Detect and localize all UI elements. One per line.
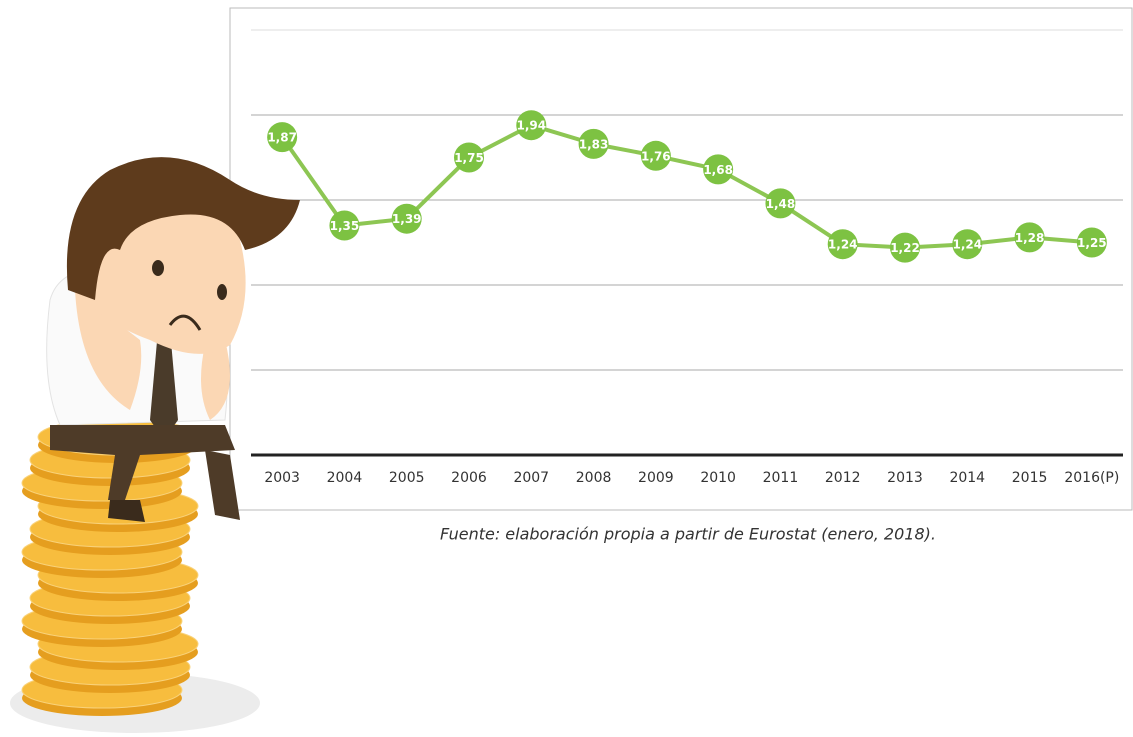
x-tick-label: 2009 (638, 470, 674, 486)
data-point (890, 232, 920, 263)
data-point (516, 110, 547, 141)
value-label: 1,24 (952, 238, 982, 252)
x-tick-label: 2012 (825, 470, 861, 486)
value-label: 1,24 (828, 238, 858, 252)
data-point (1076, 227, 1107, 258)
plot-area: 2003 2004 2005 2006 2007 2008 2009 2010 2011 2012… (251, 29, 1123, 486)
data-point (765, 188, 796, 219)
value-label: 1,39 (392, 212, 422, 226)
shoe (108, 500, 145, 522)
x-tick-label: 2015 (1012, 470, 1048, 486)
x-tick-label: 2007 (513, 470, 549, 486)
x-tick-label: 2006 (451, 470, 487, 486)
tie (150, 330, 178, 440)
data-point (391, 203, 422, 234)
x-tick-label: 2004 (327, 470, 363, 486)
data-point (952, 229, 983, 260)
value-label: 1,83 (579, 137, 609, 151)
arm (75, 290, 142, 410)
arm (201, 340, 230, 420)
x-tick-label: 2010 (700, 470, 736, 486)
mouth (168, 314, 202, 331)
value-label: 1,22 (890, 241, 920, 255)
x-tick-label: 2014 (949, 470, 985, 486)
data-point (1014, 222, 1045, 253)
leg (205, 450, 240, 520)
x-tick-label: 2013 (887, 470, 923, 486)
data-point (703, 154, 734, 185)
value-label: 1,68 (703, 163, 733, 177)
source-caption: Fuente: elaboración propia a partir de E… (440, 525, 936, 544)
illustration (10, 157, 301, 733)
x-tick-label: 2011 (763, 470, 799, 486)
x-tick-label: 2005 (389, 470, 425, 486)
hair (66, 157, 301, 300)
data-point (454, 142, 484, 173)
legs (50, 425, 235, 500)
coin-stack (21, 418, 199, 716)
value-label: 1,94 (516, 119, 546, 133)
data-point (329, 210, 360, 241)
chart-frame (229, 7, 1133, 511)
x-tick-label: 2016(P) (1064, 470, 1119, 486)
x-tick-label: 2008 (576, 470, 612, 486)
data-point (827, 229, 858, 260)
value-label: 1,76 (641, 149, 671, 163)
x-tick-label: 2003 (264, 470, 300, 486)
value-label: 1,75 (454, 151, 484, 165)
value-label: 1,25 (1077, 236, 1107, 250)
eye (152, 260, 164, 276)
eye (217, 284, 227, 300)
data-point (267, 122, 298, 153)
data-point (578, 128, 609, 159)
value-label: 1,28 (1015, 231, 1045, 245)
value-label: 1,87 (267, 131, 297, 145)
data-point (640, 140, 671, 171)
value-label: 1,35 (330, 219, 360, 233)
value-label: 1,48 (766, 197, 796, 211)
